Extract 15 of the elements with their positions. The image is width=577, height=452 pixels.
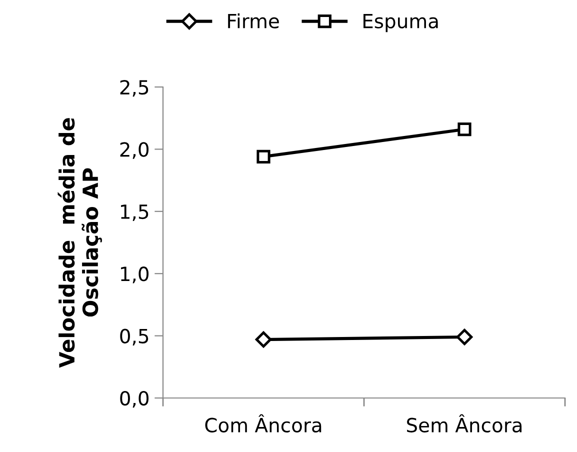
- y-tick-label: 0,0: [120, 390, 149, 408]
- y-tick-label: 1,0: [121, 266, 149, 284]
- legend-label: Firme: [228, 13, 279, 28]
- point: [458, 122, 472, 136]
- y-tick-label: 1,5: [121, 204, 148, 222]
- point: [256, 150, 270, 164]
- point: [456, 328, 473, 346]
- y-tick-label: 2,0: [120, 142, 149, 159]
- x-tick-label: Com Âncora: [205, 414, 322, 432]
- legend-label: Espuma: [364, 14, 438, 32]
- point: [255, 331, 272, 348]
- x-tick-label: Sem Âncora: [407, 414, 522, 432]
- y-tick-label: 0,5: [120, 328, 148, 346]
- y-tick-label: 2,5: [120, 80, 148, 97]
- y-axis-title: Velocidade média de Oscilação AP: [58, 118, 102, 368]
